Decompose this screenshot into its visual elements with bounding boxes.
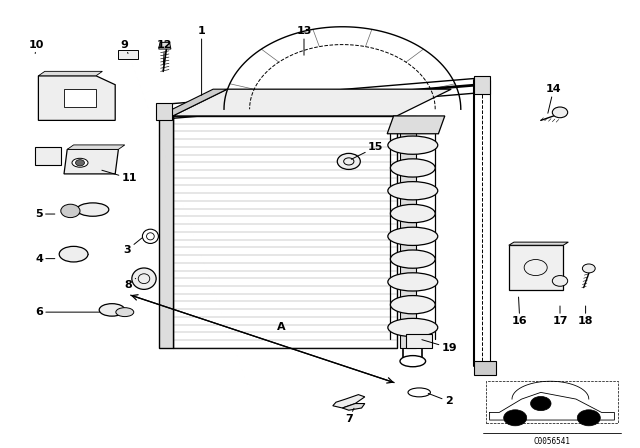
Text: 9: 9 [121, 39, 129, 53]
Bar [406, 334, 432, 348]
Text: 14: 14 [546, 84, 561, 113]
Ellipse shape [99, 304, 125, 316]
Ellipse shape [408, 388, 431, 397]
Ellipse shape [142, 229, 158, 243]
Circle shape [577, 410, 600, 426]
Text: 8: 8 [125, 278, 136, 290]
Text: 2: 2 [428, 393, 452, 406]
Ellipse shape [60, 246, 88, 262]
Circle shape [582, 264, 595, 273]
Ellipse shape [390, 204, 435, 223]
Polygon shape [173, 116, 397, 348]
Ellipse shape [390, 159, 435, 177]
Polygon shape [64, 89, 96, 107]
Text: C0056541: C0056541 [534, 437, 570, 446]
Ellipse shape [388, 319, 438, 336]
Ellipse shape [77, 203, 109, 216]
Ellipse shape [132, 268, 156, 289]
Ellipse shape [400, 356, 426, 367]
Text: 6: 6 [35, 307, 100, 317]
Text: 11: 11 [102, 170, 137, 183]
Polygon shape [509, 242, 568, 245]
Polygon shape [159, 116, 173, 348]
Text: 10: 10 [29, 39, 44, 53]
Circle shape [76, 159, 84, 166]
Polygon shape [35, 147, 61, 165]
Text: 3: 3 [124, 238, 142, 255]
Polygon shape [509, 245, 563, 290]
Text: 1: 1 [198, 26, 205, 95]
Polygon shape [342, 404, 365, 410]
Polygon shape [474, 76, 490, 94]
Text: A: A [277, 322, 286, 332]
Polygon shape [38, 76, 115, 121]
Text: 5: 5 [35, 209, 55, 219]
Circle shape [504, 410, 527, 426]
Ellipse shape [116, 308, 134, 317]
Polygon shape [156, 103, 172, 121]
Ellipse shape [388, 227, 438, 246]
Text: 18: 18 [578, 306, 593, 326]
Polygon shape [159, 43, 171, 49]
Text: 7: 7 [345, 408, 354, 424]
Circle shape [531, 396, 551, 411]
Circle shape [552, 107, 568, 118]
Ellipse shape [388, 136, 438, 154]
Text: 15: 15 [351, 142, 383, 159]
Polygon shape [38, 71, 102, 76]
Ellipse shape [390, 250, 435, 268]
Text: 19: 19 [422, 340, 457, 353]
Polygon shape [333, 395, 365, 408]
Polygon shape [474, 361, 496, 375]
Text: 17: 17 [552, 306, 568, 326]
Text: 13: 13 [296, 26, 312, 55]
Polygon shape [173, 89, 451, 116]
Text: 16: 16 [512, 297, 527, 326]
Text: 4: 4 [35, 254, 55, 263]
Ellipse shape [72, 158, 88, 167]
Polygon shape [159, 89, 227, 116]
Polygon shape [400, 116, 416, 348]
Ellipse shape [388, 181, 438, 200]
Text: 12: 12 [157, 39, 172, 64]
Circle shape [337, 153, 360, 169]
Circle shape [552, 276, 568, 286]
Ellipse shape [390, 296, 435, 314]
Circle shape [61, 204, 80, 218]
Polygon shape [64, 149, 118, 174]
Polygon shape [118, 50, 138, 59]
Polygon shape [67, 145, 125, 149]
Ellipse shape [388, 273, 438, 291]
Polygon shape [387, 116, 445, 134]
